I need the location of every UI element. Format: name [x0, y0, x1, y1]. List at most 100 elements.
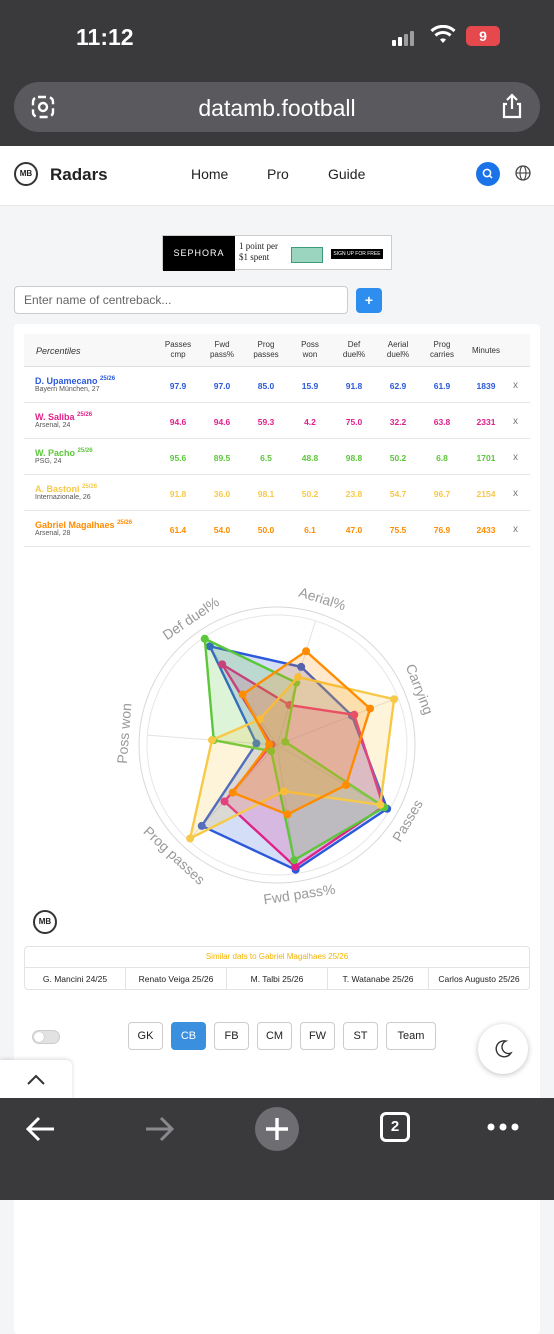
- radar-point: [366, 704, 375, 713]
- table-cell: 98.8: [345, 453, 363, 463]
- add-player-button[interactable]: +: [356, 288, 382, 313]
- back-arrow-icon[interactable]: [24, 1114, 58, 1144]
- radar-series-0: [199, 644, 389, 872]
- position-button-cm[interactable]: CM: [257, 1022, 292, 1050]
- globe-icon[interactable]: [514, 164, 532, 182]
- table-cell: 61.9: [433, 381, 451, 391]
- more-options-icon[interactable]: [486, 1122, 520, 1132]
- nav-link-guide[interactable]: Guide: [328, 166, 366, 182]
- radar-point: [302, 647, 311, 656]
- player-name[interactable]: W. Saliba 25/26: [35, 412, 93, 422]
- collapse-ad-button[interactable]: [0, 1060, 72, 1100]
- advertisement-banner[interactable]: SEPHORA 1 point per $1 spent SIGN UP FOR…: [162, 235, 392, 271]
- player-name[interactable]: A. Bastoni 25/26: [35, 484, 98, 494]
- radar-axis-label: Passes: [389, 797, 426, 845]
- table-cell: 62.9: [389, 381, 407, 391]
- radar-point: [281, 737, 290, 746]
- remove-player-button[interactable]: x: [513, 380, 518, 391]
- position-button-fw[interactable]: FW: [300, 1022, 335, 1050]
- brand-title[interactable]: Radars: [50, 165, 108, 184]
- table-cell: 76.9: [433, 525, 451, 535]
- table-cell: 97.0: [213, 381, 231, 391]
- radar-axis-label: Fwd pass%: [262, 881, 336, 905]
- tabs-button[interactable]: 2: [380, 1112, 410, 1142]
- similar-player[interactable]: T. Watanabe 25/26: [328, 968, 429, 989]
- similar-player[interactable]: M. Talbi 25/26: [227, 968, 328, 989]
- cell-signal-icon: [392, 28, 416, 46]
- new-tab-icon[interactable]: [254, 1106, 300, 1152]
- player-name[interactable]: Gabriel Magalhaes 25/26: [35, 520, 133, 530]
- mb-watermark-logo: MB: [33, 910, 57, 934]
- radar-point: [186, 834, 195, 843]
- nav-link-pro[interactable]: Pro: [267, 166, 289, 182]
- mb-logo[interactable]: MB: [14, 162, 38, 186]
- table-cell: 97.9: [169, 381, 187, 391]
- position-button-gk[interactable]: GK: [128, 1022, 163, 1050]
- moon-icon: [495, 1040, 513, 1058]
- player-club: Arsenal, 24: [35, 422, 71, 429]
- table-cell: 2331: [476, 417, 496, 427]
- radar-point: [220, 797, 229, 806]
- status-time: 11:12: [76, 24, 134, 50]
- table-cell: 6.1: [304, 525, 316, 535]
- battery-indicator: 9: [466, 26, 500, 46]
- position-button-fb[interactable]: FB: [214, 1022, 249, 1050]
- table-header: Percentiles Passes cmp Fwd pass% Prog passe…: [24, 334, 530, 367]
- player-name[interactable]: D. Upamecano 25/26: [35, 376, 116, 386]
- page-settings-icon[interactable]: [30, 94, 56, 120]
- dark-mode-button[interactable]: [478, 1024, 528, 1074]
- similar-player[interactable]: Renato Veiga 25/26: [126, 968, 227, 989]
- column-header: Prog carries: [429, 340, 454, 359]
- table-cell: 91.8: [345, 381, 363, 391]
- table-cell: 2154: [476, 489, 496, 499]
- table-cell: 36.0: [213, 489, 231, 499]
- radar-point: [390, 695, 399, 704]
- table-cell: 54.7: [389, 489, 407, 499]
- player-search-input[interactable]: Enter name of centreback...: [14, 286, 348, 314]
- radar-series-3: [188, 675, 396, 841]
- radar-point: [265, 740, 274, 749]
- remove-player-button[interactable]: x: [513, 452, 518, 463]
- address-bar[interactable]: datamb.football: [14, 82, 540, 132]
- ad-brand: SEPHORA: [163, 236, 235, 271]
- column-header: Prog passes: [253, 340, 279, 359]
- table-cell: 23.8: [345, 489, 363, 499]
- table-cell: 50.0: [257, 525, 275, 535]
- similar-title: Similar dats to Gabriel Magalhaes 25/26: [205, 952, 349, 961]
- ad-bill-image: [291, 247, 323, 263]
- radar-point: [290, 856, 299, 865]
- table-cell: 75.0: [345, 417, 363, 427]
- table-cell: 1839: [476, 381, 496, 391]
- table-cell: 95.6: [169, 453, 187, 463]
- table-cell: 32.2: [389, 417, 407, 427]
- share-icon[interactable]: [500, 93, 524, 119]
- position-button-cb[interactable]: CB: [171, 1022, 206, 1050]
- player-name[interactable]: W. Pacho 25/26: [35, 448, 93, 458]
- search-button[interactable]: [476, 162, 500, 186]
- similar-players-panel: Similar dats to Gabriel Magalhaes 25/26 …: [24, 946, 530, 990]
- status-bar: 11:12 9: [0, 0, 554, 76]
- remove-player-button[interactable]: x: [513, 416, 518, 427]
- ad-cta-button[interactable]: SIGN UP FOR FREE: [331, 249, 383, 259]
- mode-toggle[interactable]: [32, 1030, 60, 1044]
- table-row: W. Saliba 25/26 Arsenal, 24 94.6 94.6 59.3 4.…: [24, 403, 530, 439]
- position-button-st[interactable]: ST: [343, 1022, 378, 1050]
- position-button-team[interactable]: Team: [386, 1022, 436, 1050]
- remove-player-button[interactable]: x: [513, 488, 518, 499]
- forward-arrow-icon[interactable]: [142, 1114, 176, 1144]
- similar-player[interactable]: Carlos Augusto 25/26: [438, 974, 520, 984]
- nav-link-home[interactable]: Home: [191, 166, 229, 182]
- table-cell: 6.8: [436, 453, 448, 463]
- radar-point: [376, 800, 385, 809]
- radar-point: [205, 642, 214, 651]
- table-cell: 75.5: [389, 525, 407, 535]
- radar-point: [291, 862, 300, 871]
- table-cell: 96.7: [433, 489, 451, 499]
- radar-point: [267, 747, 276, 756]
- url-text: datamb.football: [198, 95, 356, 121]
- radar-point: [342, 780, 351, 789]
- similar-player[interactable]: G. Mancini 24/25: [25, 968, 126, 989]
- player-club: Arsenal, 28: [35, 530, 71, 537]
- remove-player-button[interactable]: x: [513, 524, 518, 535]
